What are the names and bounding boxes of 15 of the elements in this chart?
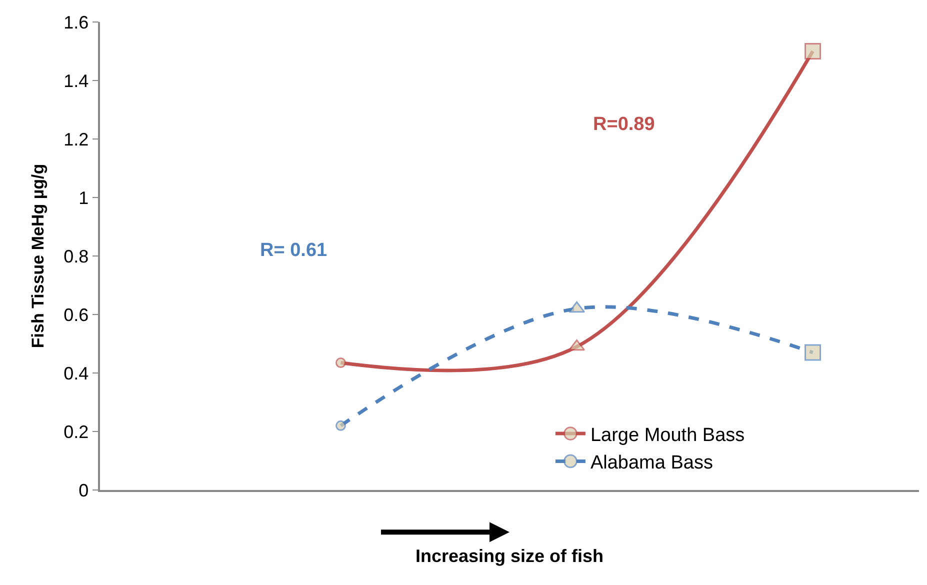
- annotation: R=0.89: [593, 114, 655, 135]
- y-tick-label: 0.4: [64, 363, 89, 384]
- legend-label: Large Mouth Bass: [590, 424, 745, 446]
- y-tick-label: 0.2: [64, 422, 89, 442]
- y-axis-title: Fish Tissue MeHg µg/g: [28, 164, 48, 348]
- y-tick-label: 1.6: [64, 12, 89, 32]
- y-tick-label: 1: [78, 188, 89, 208]
- x-axis-title: Increasing size of fish: [415, 546, 604, 566]
- y-tick-label: 1.4: [64, 70, 89, 91]
- y-tick-label: 0.8: [64, 246, 89, 266]
- y-tick-label: 0: [78, 480, 89, 500]
- legend-label: Alabama Bass: [590, 452, 713, 474]
- y-tick-label: 1.2: [64, 129, 89, 150]
- y-tick-label: 0.6: [64, 304, 89, 325]
- annotation: R= 0.61: [260, 240, 328, 261]
